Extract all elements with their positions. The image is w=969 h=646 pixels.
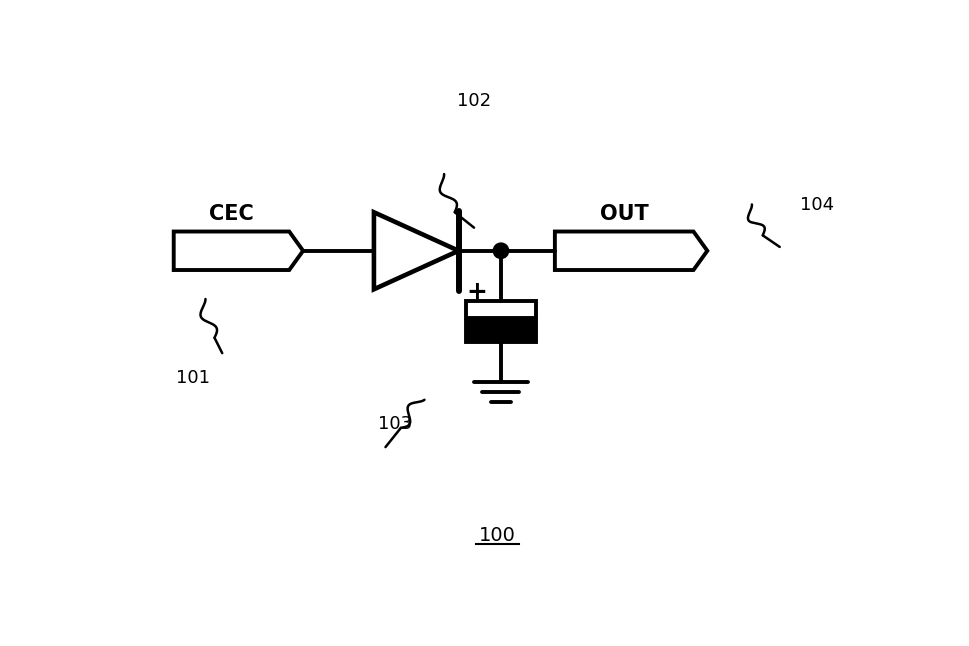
Text: 100: 100 bbox=[478, 526, 516, 545]
Text: OUT: OUT bbox=[599, 204, 648, 224]
Text: 104: 104 bbox=[798, 196, 833, 214]
Bar bbox=[466, 321, 535, 342]
Bar bbox=[466, 301, 535, 318]
Circle shape bbox=[493, 243, 508, 258]
Text: 101: 101 bbox=[175, 369, 210, 387]
Text: 102: 102 bbox=[456, 92, 490, 110]
Text: CEC: CEC bbox=[209, 204, 254, 224]
Text: +: + bbox=[465, 280, 486, 304]
Text: 103: 103 bbox=[377, 415, 412, 433]
